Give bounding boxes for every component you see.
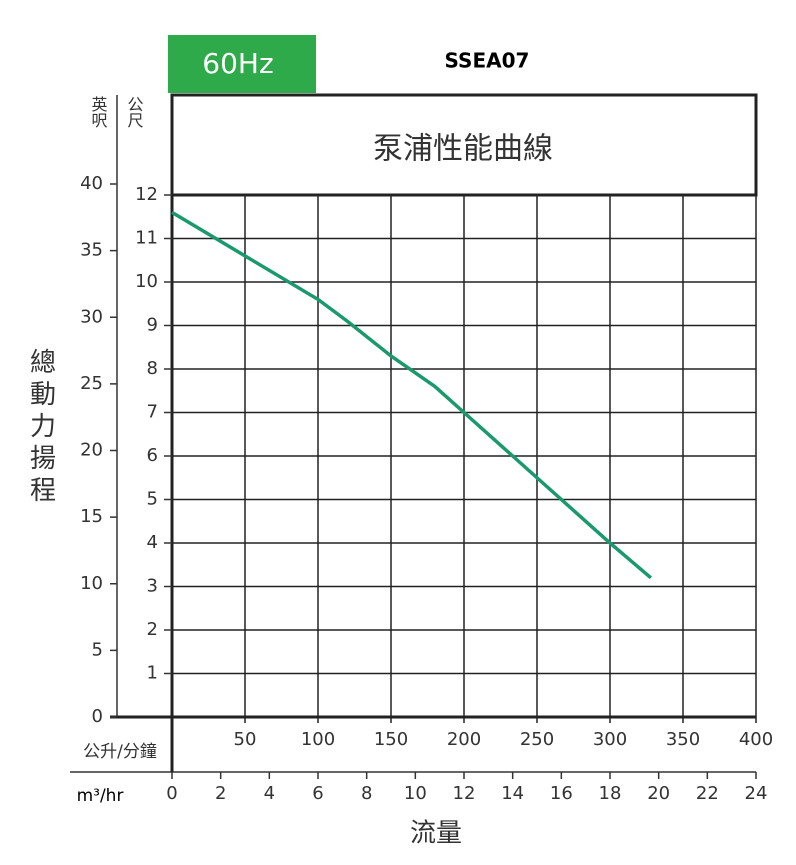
y2-tick-label: 15 [80,506,103,527]
x2-tick-label: 0 [166,783,177,804]
x-tick-label: 250 [520,729,554,750]
x-unit: 公升/分鐘 [83,742,157,762]
y-tick-label: 9 [147,315,158,336]
y2-tick-label: 20 [80,440,103,461]
y-tick-label: 11 [135,228,158,249]
chart-title: 泵浦性能曲線 [373,132,553,167]
badge-box [168,35,316,93]
x2-tick-label: 24 [745,783,768,804]
x2-tick-label: 8 [361,783,372,804]
x-tick-label: 300 [593,729,627,750]
x2-tick-label: 4 [264,783,275,804]
x-tick-label: 350 [666,729,700,750]
y-tick-label: 4 [147,532,158,553]
x2-tick-label: 10 [404,783,427,804]
curve [171,210,653,580]
x2-tick-label: 22 [696,783,719,804]
y-tick-label: 12 [135,184,158,205]
x-tick-label: 100 [301,729,335,750]
x2-tick-label: 6 [312,783,323,804]
y2-unit: 英呎 [89,96,108,128]
y-unit: 公尺 [125,96,144,128]
y-tick-label: 1 [147,663,158,684]
x-tick-label: 150 [374,729,408,750]
x2-tick-label: 2 [215,783,226,804]
x2-tick-label: 16 [550,783,573,804]
model: SSEA07 [445,49,530,73]
x-tick-label: 50 [234,729,257,750]
y2-tick-label: 40 [80,173,103,194]
y-tick-label: 3 [147,576,158,597]
x2-unit: m³/hr [77,786,124,806]
y-tick-label: 7 [147,402,158,423]
y2-tick-label: 30 [80,306,103,327]
y-tick-label: 8 [147,358,158,379]
y2-tick-label: 0 [92,706,103,727]
y2-tick-label: 10 [80,573,103,594]
y-label: 總動力揚程 [26,348,56,508]
x2-tick-label: 20 [647,783,670,804]
y2-tick-label: 25 [80,373,103,394]
y2-tick-label: 35 [80,240,103,261]
x2-tick-label: 14 [501,783,524,804]
x2-tick-label: 18 [599,783,622,804]
x-tick-label: 200 [447,729,481,750]
y-tick-label: 6 [147,445,158,466]
y-tick-label: 10 [135,271,158,292]
x-label: 流量 [410,819,462,849]
y2-tick-label: 5 [92,639,103,660]
x-tick-label: 400 [739,729,773,750]
badge: 60Hz [202,47,273,80]
y-tick-label: 2 [147,619,158,640]
x2-tick-label: 12 [453,783,476,804]
y-tick-label: 5 [147,489,158,510]
